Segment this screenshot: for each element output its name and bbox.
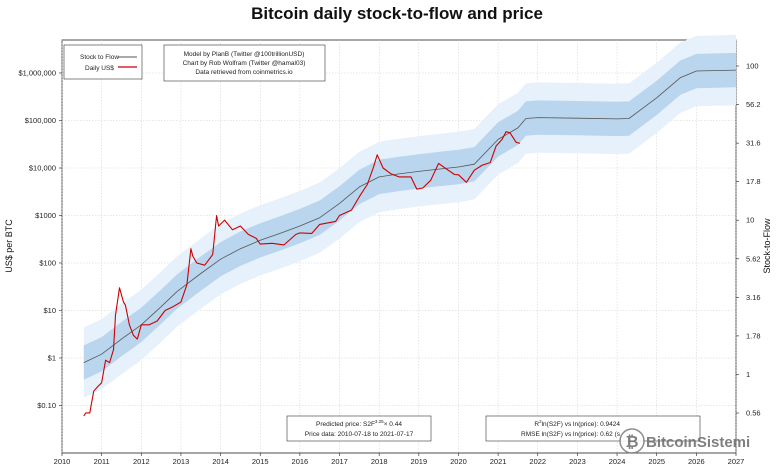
stats-right-frame <box>485 415 701 442</box>
band-inner <box>83 52 737 380</box>
x-tick-label: 2012 <box>133 457 150 466</box>
x-tick-label: 2010 <box>54 457 71 466</box>
y-axis-ticks: $0.10 $1 $10 $100 $1000 $10,000 $100,000 $1,000… <box>18 69 62 410</box>
x-tick-label: 2020 <box>450 457 467 466</box>
r-squared-r: R <box>534 421 539 428</box>
x-tick-label: 2023 <box>569 457 586 466</box>
y-axis-label: US$ per BTC <box>4 219 14 273</box>
y2-tick-label: 31.6 <box>746 139 761 148</box>
watermark: ₿ BitcoinSistemi <box>619 428 750 454</box>
y2-axis-ticks: 0.56 1 1.78 3.16 5.62 10 17.8 31.6 56.2 100 <box>736 62 761 418</box>
x-tick-label: 2013 <box>173 457 190 466</box>
y2-tick-label: 56.2 <box>746 100 761 109</box>
s2f-confidence-bands <box>83 34 737 398</box>
series-layer <box>83 69 737 417</box>
x-tick-label: 2015 <box>252 457 269 466</box>
y-tick-label: $1 <box>48 354 56 363</box>
x-tick-label: 2019 <box>410 457 427 466</box>
legend: Stock to Flow Daily US$ <box>63 44 143 80</box>
x-axis-ticks: 2010 2011 2012 2013 2014 2015 2016 2017 2018 2019… <box>54 453 745 466</box>
credits-frame <box>163 44 326 82</box>
credits-line-1: Model by PlanB (Twitter @100trillionUSD) <box>184 51 305 58</box>
x-tick-label: 2021 <box>490 457 507 466</box>
stats-left-line-1: Predicted price: S2F3.25× 0.44 <box>316 419 402 428</box>
stats-box-left: Predicted price: S2F3.25× 0.44 Price dat… <box>286 415 432 442</box>
x-tick-label: 2022 <box>529 457 546 466</box>
y-tick-label: $10,000 <box>29 164 56 173</box>
credits-box: Model by PlanB (Twitter @100trillionUSD)… <box>163 44 326 82</box>
r-squared-sup: 2 <box>539 419 542 424</box>
y2-tick-label: 5.62 <box>746 254 761 263</box>
predicted-label: Predicted price: S2F <box>316 421 375 428</box>
x-tick-label: 2027 <box>728 457 745 466</box>
legend-label-price: Daily US$ <box>85 65 114 72</box>
stats-right-line-2: RMSE ln(S2F) vs ln(price): 0.62 (s <box>521 431 621 438</box>
y-tick-label: $1,000,000 <box>18 69 56 78</box>
stats-left-frame <box>286 415 432 442</box>
y-tick-label: $10 <box>43 306 56 315</box>
y2-tick-label: 1 <box>746 370 750 379</box>
y2-tick-label: 10 <box>746 216 754 225</box>
legend-box <box>63 44 143 80</box>
stats-left-line-2: Price data: 2010-07-18 to 2021-07-17 <box>305 431 414 438</box>
y-tick-label: $100 <box>39 259 56 268</box>
stats-right-line-1: R2ln(S2F) vs ln(price): 0.9424 <box>534 419 620 428</box>
y-tick-label: $100,000 <box>25 116 56 125</box>
watermark-bitcoin-symbol: ₿ <box>625 432 638 451</box>
x-tick-label: 2017 <box>331 457 348 466</box>
predicted-exponent: 3.25 <box>375 419 384 424</box>
x-tick-label: 2016 <box>292 457 309 466</box>
x-tick-label: 2011 <box>94 457 110 466</box>
y2-tick-label: 100 <box>746 62 759 71</box>
y-tick-label: $1000 <box>35 211 56 220</box>
x-tick-label: 2014 <box>212 457 229 466</box>
r-squared-tail: ln(S2F) vs ln(price): 0.9424 <box>542 421 621 428</box>
x-tick-label: 2024 <box>609 457 626 466</box>
x-tick-label: 2025 <box>648 457 665 466</box>
watermark-coin-icon <box>619 428 645 454</box>
watermark-text: BitcoinSistemi <box>646 434 750 451</box>
series-stock-to-flow-line <box>83 69 737 363</box>
credits-line-3: Data retrieved from coinmetrics.io <box>195 69 293 76</box>
y2-tick-label: 17.8 <box>746 177 761 186</box>
stats-box-right: R2ln(S2F) vs ln(price): 0.9424 RMSE ln(S… <box>485 415 701 442</box>
predicted-factor: × 0.44 <box>384 421 403 428</box>
x-tick-label: 2026 <box>688 457 705 466</box>
legend-label-s2f: Stock to Flow <box>80 54 119 61</box>
y2-tick-label: 3.16 <box>746 293 761 302</box>
series-daily-price-line <box>83 131 521 417</box>
y2-tick-label: 0.56 <box>746 409 761 418</box>
y2-tick-label: 1.78 <box>746 331 761 340</box>
y2-axis-label: Stock-to-Flow <box>762 218 772 274</box>
credits-line-2: Chart by Rob Wolfram (Twitter @hamal03) <box>183 60 306 67</box>
x-tick-label: 2018 <box>371 457 388 466</box>
y-tick-label: $0.10 <box>37 401 56 410</box>
chart-title: Bitcoin daily stock-to-flow and price <box>251 4 543 23</box>
